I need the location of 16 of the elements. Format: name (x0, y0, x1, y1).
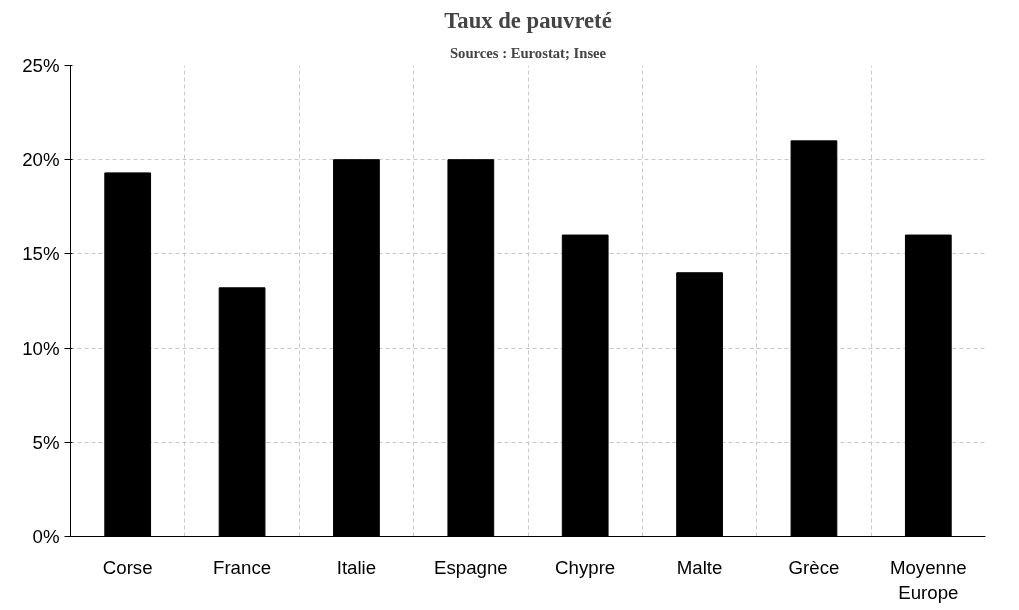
x-tick-label: Malte (676, 556, 723, 578)
y-tick-label: 10% (22, 337, 60, 359)
x-tick-label: Espagne (433, 556, 508, 578)
y-tick-label: 25% (22, 55, 60, 76)
y-tick-label: 5% (32, 431, 60, 453)
x-tick-label: Grèce (788, 556, 840, 578)
chart-title: Taux de pauvreté (444, 7, 612, 33)
x-tick-label: France (213, 556, 272, 578)
x-tick-label: Moyenne Europe (889, 556, 967, 603)
chart-subtitle: Sources : Eurostat; Insee (449, 44, 607, 61)
x-tick-label: Chypre (555, 556, 616, 578)
x-tick-label: Corse (102, 556, 153, 578)
y-tick-label: 15% (22, 243, 60, 265)
x-tick-label: Italie (336, 556, 377, 578)
y-tick-label: 20% (22, 149, 60, 171)
y-tick-label: 0% (32, 526, 60, 547)
